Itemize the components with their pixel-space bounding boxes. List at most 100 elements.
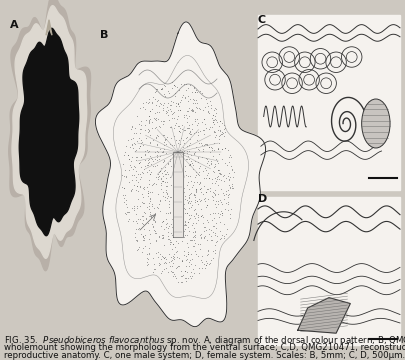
Point xyxy=(208,145,214,150)
Point xyxy=(143,136,149,141)
Point xyxy=(193,179,200,185)
Point xyxy=(202,104,208,110)
Point xyxy=(156,109,162,114)
Point xyxy=(129,186,136,192)
Text: reproductive anatomy. C, one male system; D, female system. Scales: B, 5mm; C, D: reproductive anatomy. C, one male system… xyxy=(4,351,405,360)
Point xyxy=(162,172,168,177)
Point xyxy=(152,136,159,141)
Point xyxy=(160,178,166,184)
Point xyxy=(179,210,185,216)
Point xyxy=(192,158,199,163)
Point xyxy=(205,158,212,164)
Point xyxy=(214,210,221,216)
Point xyxy=(202,195,208,201)
Point xyxy=(188,261,195,266)
Point xyxy=(156,262,162,267)
Point xyxy=(145,100,151,105)
Point xyxy=(225,193,232,198)
Point xyxy=(195,121,201,126)
Point xyxy=(185,220,192,225)
Point xyxy=(179,238,185,244)
Point xyxy=(120,199,127,205)
Point xyxy=(168,216,175,222)
Point xyxy=(190,130,197,136)
Point xyxy=(150,269,156,275)
Point xyxy=(162,179,168,185)
Point xyxy=(200,116,207,122)
Point xyxy=(191,97,198,103)
Point xyxy=(149,94,156,99)
Point xyxy=(200,127,207,132)
Point xyxy=(164,109,170,114)
Point xyxy=(160,189,166,195)
Point xyxy=(206,110,212,116)
Point xyxy=(143,252,150,257)
Point xyxy=(187,129,193,135)
Point xyxy=(209,124,215,130)
Point xyxy=(198,189,204,195)
Point xyxy=(187,257,194,263)
Point xyxy=(206,226,213,232)
Point xyxy=(210,189,216,194)
Point xyxy=(165,234,171,239)
Point xyxy=(145,246,152,251)
Point xyxy=(187,82,194,88)
Point xyxy=(157,168,163,174)
Point xyxy=(176,137,182,143)
Point xyxy=(173,254,180,260)
Point xyxy=(198,154,205,159)
Point xyxy=(195,169,202,175)
Point xyxy=(190,166,197,172)
Point xyxy=(189,108,196,114)
Point xyxy=(160,118,166,123)
Point xyxy=(189,237,195,243)
Point xyxy=(164,229,171,235)
Point xyxy=(192,194,198,200)
Point xyxy=(173,265,180,271)
Point xyxy=(150,223,156,229)
Point xyxy=(167,194,173,200)
Point xyxy=(158,183,164,188)
Point xyxy=(148,213,154,219)
Point xyxy=(191,116,198,122)
Point xyxy=(226,159,232,165)
Point xyxy=(156,156,162,162)
Point xyxy=(185,192,192,198)
Point xyxy=(204,252,211,258)
Point xyxy=(171,251,177,257)
Point xyxy=(140,104,146,109)
Point xyxy=(171,254,177,260)
Point xyxy=(195,253,202,259)
Point xyxy=(202,96,209,102)
Point xyxy=(162,136,168,142)
Point xyxy=(211,129,217,135)
Point xyxy=(146,236,152,242)
Point xyxy=(195,171,201,177)
Point xyxy=(182,268,188,274)
Point xyxy=(139,169,145,175)
Point xyxy=(198,234,204,240)
Point xyxy=(183,269,190,275)
Point xyxy=(211,147,217,153)
Point xyxy=(185,199,192,205)
Point xyxy=(190,96,196,102)
Point xyxy=(166,117,173,123)
Point xyxy=(181,201,188,207)
Point xyxy=(171,171,178,177)
Point xyxy=(192,234,198,240)
Point xyxy=(192,240,199,246)
Point xyxy=(177,191,183,197)
Point xyxy=(168,115,175,121)
Point xyxy=(170,269,176,275)
Point xyxy=(150,255,156,261)
Point xyxy=(147,108,153,114)
Point xyxy=(190,179,197,185)
Point xyxy=(201,131,208,137)
Point xyxy=(157,198,163,204)
Point xyxy=(145,188,151,193)
Point xyxy=(164,179,170,184)
Point xyxy=(164,112,171,118)
Point xyxy=(153,86,160,92)
Point xyxy=(139,220,146,226)
Point xyxy=(188,107,194,113)
